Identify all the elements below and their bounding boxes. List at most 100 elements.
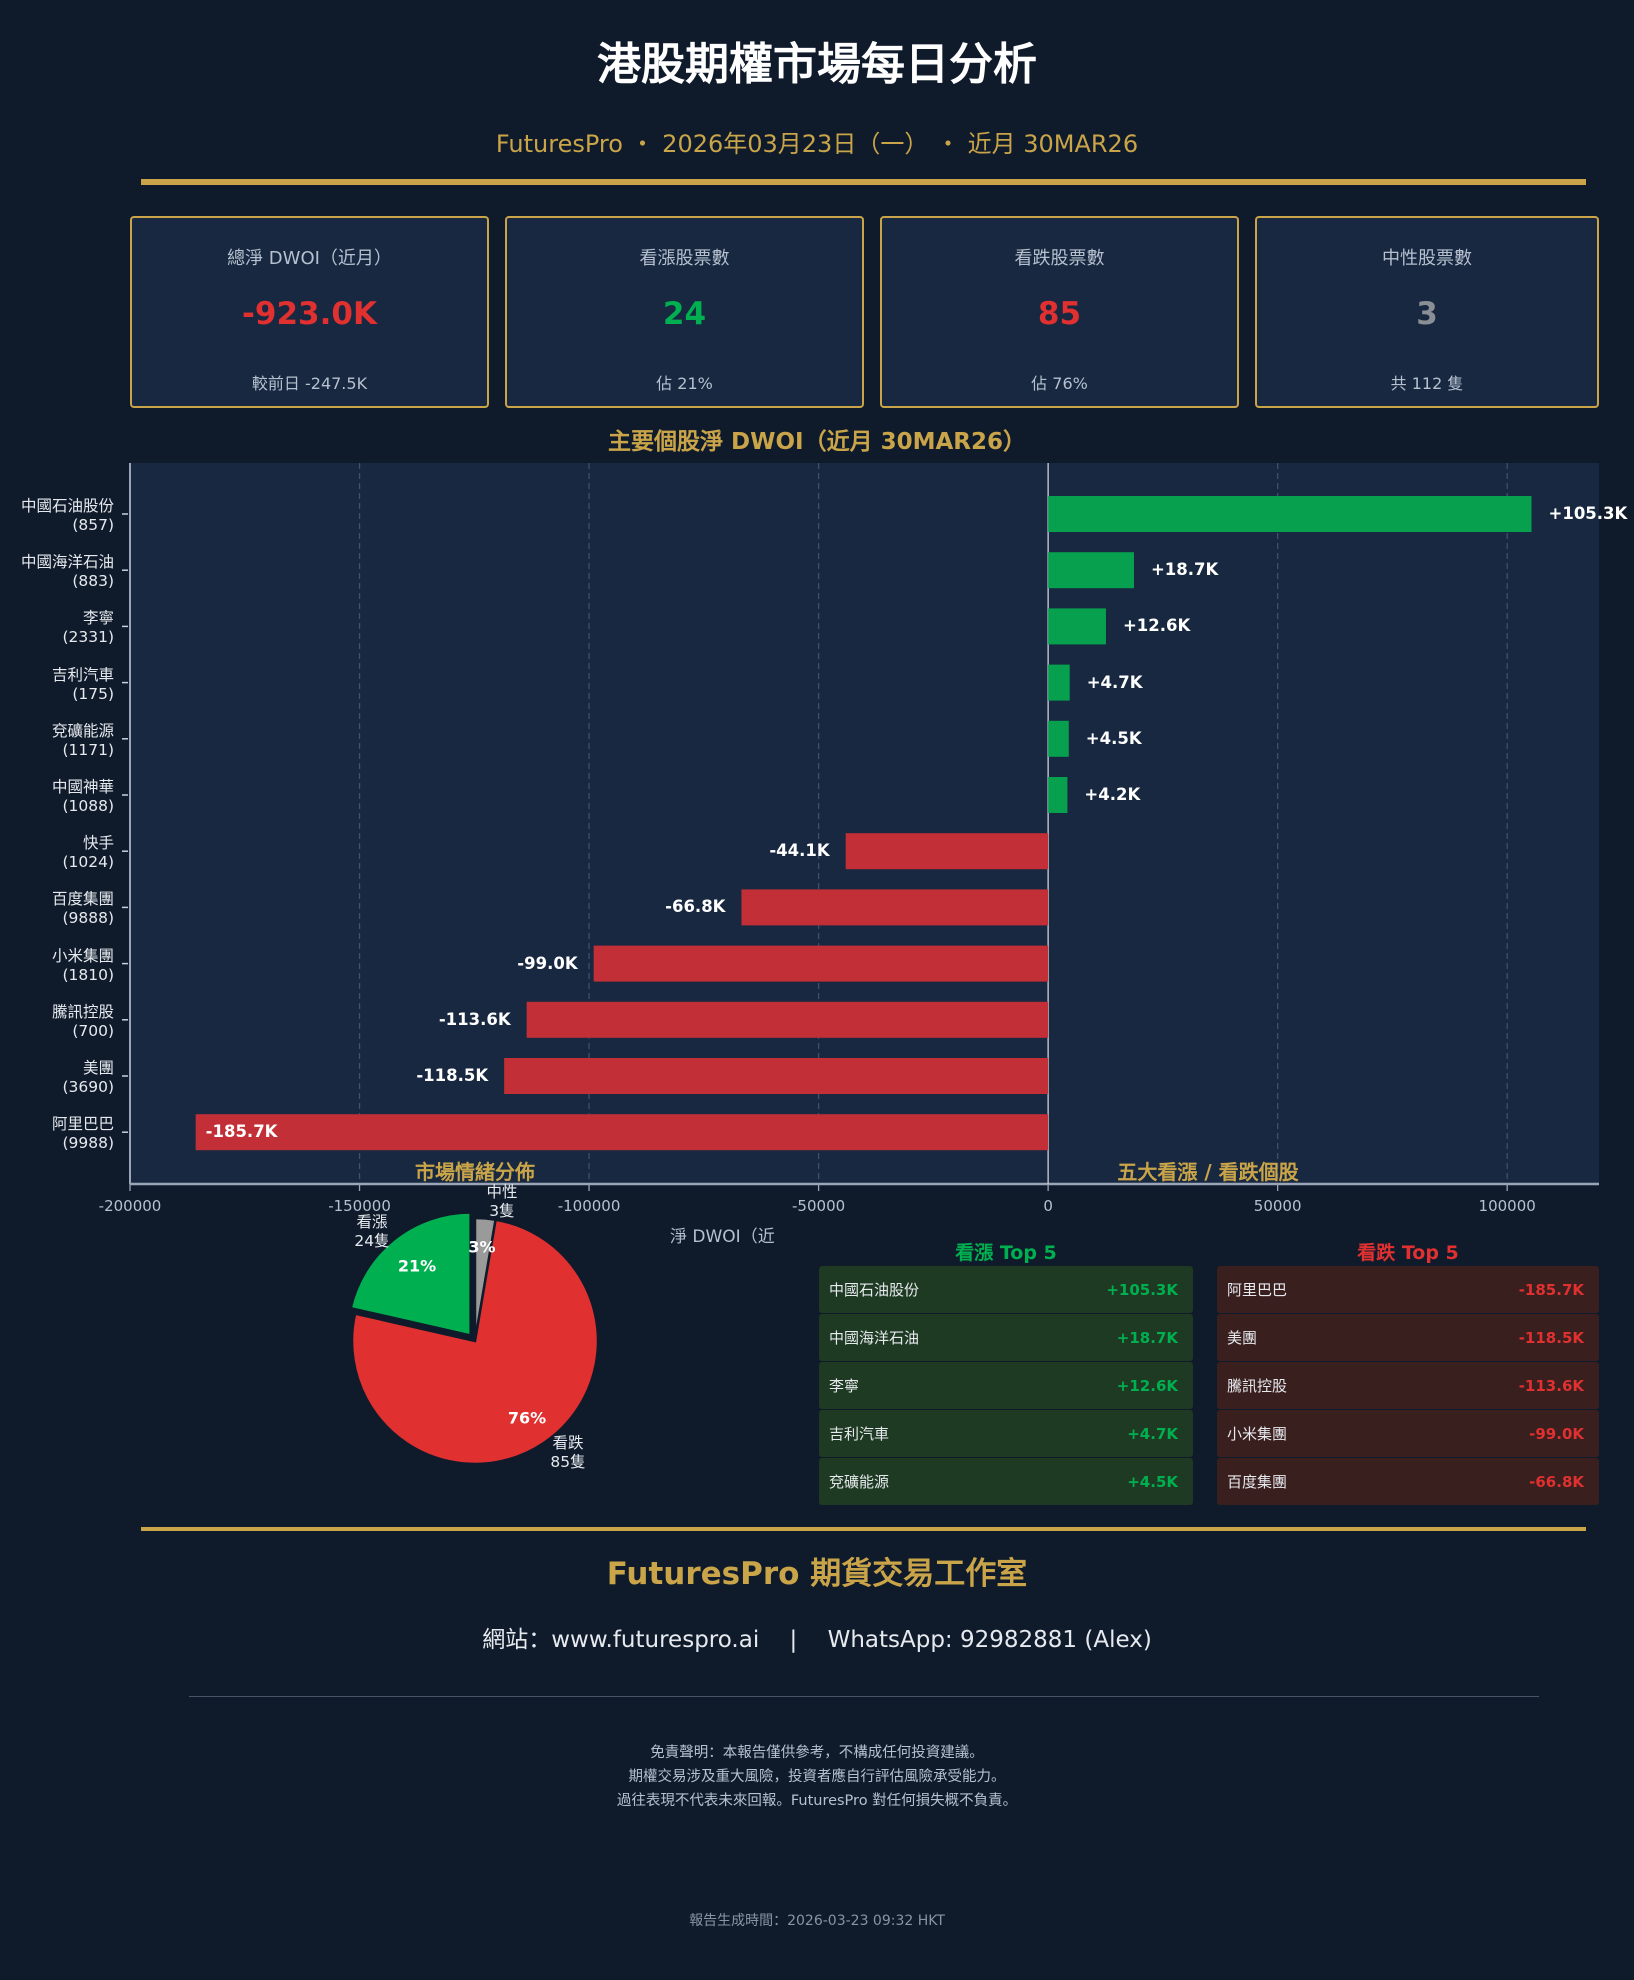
pie-pct-bearish: 76% — [507, 1408, 547, 1428]
table-row: 中國海洋石油 +18.7K — [819, 1314, 1193, 1361]
table-row: 騰訊控股 -113.6K — [1217, 1362, 1599, 1409]
disclaimer-line: 免責聲明：本報告僅供參考，不構成任何投資建議。 — [650, 1745, 984, 1761]
bear-top5-table: 阿里巴巴 -185.7K 美團 -118.5K 騰訊控股 -113.6K 小米集團 -99.0… — [1217, 1266, 1599, 1506]
x-tick-label: 0 — [1043, 1197, 1053, 1215]
card-bearish-count: 看跌股票數 85 佔 76% — [880, 216, 1239, 408]
table-row: 中國石油股份 +105.3K — [819, 1266, 1193, 1313]
bar-chart — [122, 463, 1599, 1191]
card-value: 85 — [1037, 296, 1082, 332]
bar — [1048, 608, 1106, 645]
y-tick-label: 阿里巴巴 (9988) — [51, 1115, 114, 1153]
bar — [741, 889, 1049, 926]
bar-value-label: -185.7K — [205, 1122, 278, 1142]
page-title: 港股期權市場每日分析 — [597, 39, 1037, 90]
disclaimer-line: 過往表現不代表未來回報。FuturesPro 對任何損失概不負責。 — [616, 1793, 1018, 1809]
pie-pct-neutral: 3% — [468, 1237, 496, 1257]
bear-top5-header: 看跌 Top 5 — [1357, 1242, 1459, 1264]
y-tick-label: 吉利汽車 (175) — [51, 665, 114, 703]
footer-title: FuturesPro 期貨交易工作室 — [606, 1556, 1028, 1592]
dwoi-value: -99.0K — [1529, 1424, 1584, 1443]
bar-value-label: -118.5K — [416, 1066, 489, 1085]
bar — [195, 1114, 1049, 1151]
header-divider — [141, 179, 1586, 185]
y-tick-label: 李寧 (2331) — [62, 609, 114, 647]
stock-name: 美團 — [1227, 1329, 1258, 1347]
card-neutral-count: 中性股票數 3 共 112 隻 — [1255, 216, 1599, 408]
dwoi-value: +4.7K — [1127, 1424, 1178, 1443]
bar-value-label: +105.3K — [1548, 504, 1628, 523]
bar-value-label: -66.8K — [665, 897, 726, 917]
stock-name: 中國海洋石油 — [829, 1329, 920, 1347]
table-row: 阿里巴巴 -185.7K — [1217, 1266, 1599, 1313]
table-row: 李寧 +12.6K — [819, 1362, 1193, 1409]
x-tick-label: -200000 — [98, 1197, 162, 1215]
pie-label-neutral: 中性 3隻 — [486, 1183, 518, 1220]
chart-title: 主要個股淨 DWOI（近月 30MAR26） — [608, 429, 1026, 455]
footer-thin-divider — [189, 1696, 1539, 1697]
sentiment-pie-chart — [349, 1211, 600, 1466]
x-tick-label: 50000 — [1253, 1197, 1302, 1215]
dwoi-value: +105.3K — [1106, 1280, 1178, 1299]
x-tick-label: -50000 — [792, 1197, 846, 1215]
card-value: 3 — [1416, 296, 1438, 332]
bar — [1048, 552, 1134, 589]
y-tick-label: 騰訊控股 (700) — [51, 1002, 114, 1040]
dwoi-value: +18.7K — [1116, 1328, 1178, 1347]
pie-section-title: 市場情緒分佈 — [415, 1160, 535, 1184]
y-tick-label: 中國海洋石油 (883) — [20, 553, 114, 591]
stock-name: 阿里巴巴 — [1227, 1281, 1288, 1299]
dwoi-value: +4.5K — [1127, 1472, 1178, 1491]
table-row: 吉利汽車 +4.7K — [819, 1410, 1193, 1457]
bar-value-label: -44.1K — [769, 841, 830, 861]
bar — [504, 1058, 1049, 1094]
bar-value-label: -113.6K — [438, 1009, 511, 1029]
stock-name: 中國石油股份 — [829, 1281, 920, 1299]
y-tick-label: 快手 (1024) — [62, 834, 114, 872]
card-sub: 佔 76% — [1031, 374, 1088, 393]
pie-slice — [349, 1211, 472, 1338]
bar — [1048, 720, 1069, 757]
bar — [526, 1001, 1049, 1038]
card-label: 中性股票數 — [1382, 248, 1472, 269]
table-row: 兗礦能源 +4.5K — [819, 1458, 1193, 1505]
dwoi-value: -113.6K — [1518, 1376, 1584, 1395]
x-tick-label: 100000 — [1478, 1197, 1536, 1215]
bar-value-label: +4.2K — [1084, 785, 1141, 804]
card-sub: 較前日 -247.5K — [251, 374, 368, 393]
stock-name: 兗礦能源 — [829, 1473, 890, 1491]
card-value: 24 — [662, 296, 707, 332]
y-tick-label: 兗礦能源 (1171) — [51, 721, 114, 759]
bull-top5-table: 中國石油股份 +105.3K 中國海洋石油 +18.7K 李寧 +12.6K 吉利汽車 +4.… — [819, 1266, 1193, 1506]
stock-name: 吉利汽車 — [829, 1425, 890, 1443]
bar-value-label: -99.0K — [517, 953, 578, 973]
x-tick-label: -100000 — [557, 1197, 621, 1215]
bar-value-label: +4.7K — [1086, 672, 1143, 692]
bull-top5-header: 看漲 Top 5 — [955, 1242, 1057, 1264]
card-sub: 共 112 隻 — [1390, 374, 1464, 393]
table-row: 美團 -118.5K — [1217, 1314, 1599, 1361]
y-tick-label: 中國石油股份 (857) — [20, 497, 114, 534]
pie-label-bullish: 看漲 24隻 — [354, 1213, 390, 1250]
card-label: 總淨 DWOI（近月） — [227, 248, 392, 269]
x-tick-label: -150000 — [328, 1197, 391, 1215]
disclaimer-line: 期權交易涉及重大風險，投資者應自行評估風險承受能力。 — [628, 1769, 1006, 1785]
card-label: 看漲股票數 — [639, 248, 730, 269]
bar-value-label: +12.6K — [1122, 616, 1191, 636]
bar-value-label: +18.7K — [1150, 560, 1219, 580]
bar-value-label: +4.5K — [1085, 728, 1142, 748]
pie-label-bearish: 看跌 85隻 — [550, 1434, 586, 1471]
card-total-dwoi: 總淨 DWOI（近月） -923.0K 較前日 -247.5K — [130, 216, 489, 408]
table-row: 小米集團 -99.0K — [1217, 1410, 1599, 1457]
card-bullish-count: 看漲股票數 24 佔 21% — [505, 216, 864, 408]
bar — [845, 833, 1049, 870]
stock-name: 騰訊控股 — [1227, 1377, 1288, 1395]
y-tick-label: 中國神華 (1088) — [51, 778, 114, 815]
bar — [1048, 664, 1070, 701]
dwoi-value: +12.6K — [1116, 1376, 1178, 1395]
y-tick-label: 小米集團 (1810) — [51, 946, 114, 984]
stock-name: 小米集團 — [1227, 1425, 1288, 1443]
table-row: 百度集團 -66.8K — [1217, 1458, 1599, 1505]
bar — [1048, 496, 1532, 532]
footer-divider — [141, 1527, 1586, 1531]
pie-slice — [350, 1218, 600, 1466]
